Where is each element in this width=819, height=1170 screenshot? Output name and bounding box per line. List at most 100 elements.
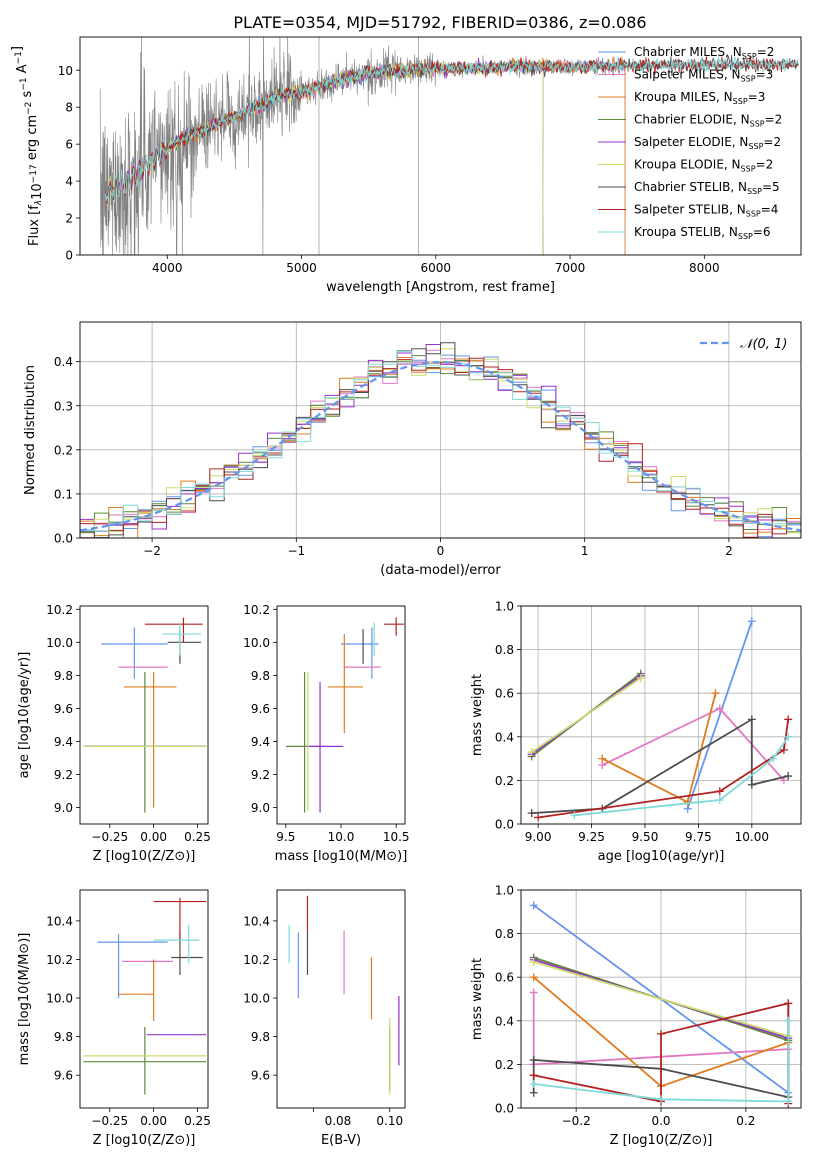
legend-label: Chabrier MILES, NSSP=2 bbox=[634, 45, 774, 61]
y-tick-label: 1.0 bbox=[495, 884, 514, 898]
series-marker bbox=[529, 1056, 538, 1065]
y-tick-label: 8 bbox=[65, 101, 73, 115]
legend-label-sub: SSP bbox=[741, 165, 756, 174]
legend-label-post: =2 bbox=[763, 135, 781, 149]
axes-frame bbox=[520, 889, 802, 1109]
y-tick-label: 9.8 bbox=[251, 669, 270, 683]
y-tick-label: 9.2 bbox=[251, 768, 270, 782]
y-tick-label: 9.8 bbox=[54, 1030, 73, 1044]
legend-label-sub: SSP bbox=[741, 75, 756, 84]
y-axis-label-part: erg cm bbox=[25, 115, 40, 164]
series-marker bbox=[529, 973, 538, 982]
y-tick-label: 0.0 bbox=[54, 532, 73, 546]
y-axis-label-part: s bbox=[20, 90, 35, 101]
legend-label-text: Chabrier STELIB, N bbox=[634, 180, 747, 194]
x-axis-label: wavelength [Angstrom, rest frame] bbox=[326, 280, 555, 295]
y-tick-label: 10.2 bbox=[243, 953, 270, 967]
y-tick-label: 4 bbox=[65, 175, 73, 189]
axes-frame bbox=[276, 605, 406, 825]
y-tick-label: 9.8 bbox=[54, 669, 73, 683]
y-tick-label: 10.4 bbox=[46, 914, 73, 928]
legend-label-sub: SSP bbox=[733, 97, 748, 106]
y-tick-label: 9.4 bbox=[251, 735, 270, 749]
chart-mass-vs-EBV: 0.10 0.08 9.6 9.8 10.0 10.2 10.4 E(B-V) bbox=[243, 889, 406, 1148]
y-tick-label: 9.2 bbox=[54, 768, 73, 782]
x-tick-label: 0.00 bbox=[140, 830, 167, 844]
x-axis-label: Z [log10(Z/Z⊙)] bbox=[93, 1133, 196, 1148]
axes-frame bbox=[79, 321, 802, 539]
x-tick-label: −0.25 bbox=[91, 830, 128, 844]
x-tick-label: 6000 bbox=[421, 261, 452, 275]
series-marker bbox=[529, 957, 538, 966]
legend-label-post: =4 bbox=[761, 203, 779, 217]
legend-label-post: =2 bbox=[756, 158, 774, 172]
series-marker bbox=[529, 1071, 538, 1080]
series-marker bbox=[598, 754, 607, 763]
legend-label-sub: SSP bbox=[746, 210, 761, 219]
series-line bbox=[533, 961, 789, 1037]
x-tick-label: 9.50 bbox=[632, 830, 659, 844]
series-line bbox=[531, 677, 642, 753]
chart-spectrum: 4000 5000 6000 7000 8000 0 2 4 6 8 10 wavelength [A… bbox=[10, 36, 802, 295]
x-tick-label: 0.00 bbox=[140, 1114, 167, 1128]
legend-label-post: =6 bbox=[753, 225, 771, 239]
x-tick-label: −1 bbox=[287, 544, 305, 558]
series-marker bbox=[529, 988, 538, 997]
legend-label-post: =3 bbox=[748, 90, 766, 104]
series-marker bbox=[784, 1097, 793, 1106]
series-marker bbox=[657, 1095, 665, 1104]
x-axis-label: E(B-V) bbox=[321, 1133, 361, 1148]
x-tick-label: 0 bbox=[437, 544, 445, 558]
y-axis-label: Normed distribution bbox=[23, 365, 38, 495]
x-axis-label: mass [log10(M/M⊙)] bbox=[275, 849, 408, 864]
x-tick-label: −0.25 bbox=[91, 1114, 128, 1128]
legend-label-text: Chabrier ELODIE, N bbox=[634, 113, 750, 127]
y-tick-label: 0 bbox=[65, 249, 73, 263]
model-spectrum-line bbox=[105, 57, 626, 255]
series-marker bbox=[715, 787, 724, 796]
x-axis-label: Z [log10(Z/Z⊙)] bbox=[93, 849, 196, 864]
y-tick-label: 6 bbox=[65, 138, 73, 152]
axes-frame bbox=[79, 605, 209, 825]
series-marker bbox=[527, 809, 536, 818]
y-tick-label: 0.2 bbox=[495, 774, 514, 788]
y-axis-label: mass weight bbox=[470, 958, 485, 1040]
x-tick-label: −2 bbox=[143, 544, 161, 558]
x-tick-label: 9.25 bbox=[578, 830, 605, 844]
y-tick-label: 0.8 bbox=[495, 643, 514, 657]
x-tick-label: 0.08 bbox=[325, 1114, 352, 1128]
y-tick-label: 0.8 bbox=[495, 927, 514, 941]
y-axis-label-part: −17 bbox=[29, 164, 39, 183]
y-tick-label: 10.0 bbox=[243, 992, 270, 1006]
legend-label-text: Kroupa MILES, N bbox=[634, 90, 733, 104]
series-marker bbox=[534, 813, 543, 822]
x-tick-label: 10.0 bbox=[328, 830, 355, 844]
y-axis-label: mass [log10(M/M⊙)] bbox=[17, 933, 32, 1066]
x-tick-label: 2 bbox=[725, 544, 733, 558]
series-marker bbox=[694, 798, 703, 807]
x-tick-label: 7000 bbox=[555, 261, 586, 275]
series-line bbox=[686, 621, 753, 809]
x-axis-label: age [log10(age/yr)] bbox=[598, 849, 725, 864]
y-tick-label: 10.0 bbox=[46, 636, 73, 650]
axes-frame bbox=[79, 889, 209, 1109]
y-tick-label: 1.0 bbox=[495, 600, 514, 614]
x-tick-label: 4000 bbox=[152, 261, 183, 275]
y-tick-label: 9.6 bbox=[54, 702, 73, 716]
y-tick-label: 0.1 bbox=[54, 487, 73, 501]
axes-frame bbox=[276, 889, 406, 1109]
y-tick-label: 0.6 bbox=[495, 687, 514, 701]
y-tick-label: 0.0 bbox=[495, 818, 514, 832]
model-spectrum-line bbox=[105, 55, 626, 255]
x-tick-label: 10.00 bbox=[735, 830, 769, 844]
y-tick-label: 0.6 bbox=[495, 971, 514, 985]
series-marker bbox=[784, 772, 793, 781]
legend-label: Salpeter STELIB, NSSP=4 bbox=[634, 203, 778, 219]
chart-age-vs-Z: −0.25 0.00 0.25 9.0 9.2 9.4 9.6 9.8 10.0 10.2 Z [l… bbox=[17, 603, 211, 864]
axes-frame bbox=[79, 36, 802, 256]
x-tick-label: 0.0 bbox=[651, 1114, 670, 1128]
series-marker bbox=[529, 1080, 538, 1089]
x-axis-label: (data-model)/error bbox=[380, 563, 501, 578]
x-tick-label: 0.25 bbox=[184, 830, 211, 844]
